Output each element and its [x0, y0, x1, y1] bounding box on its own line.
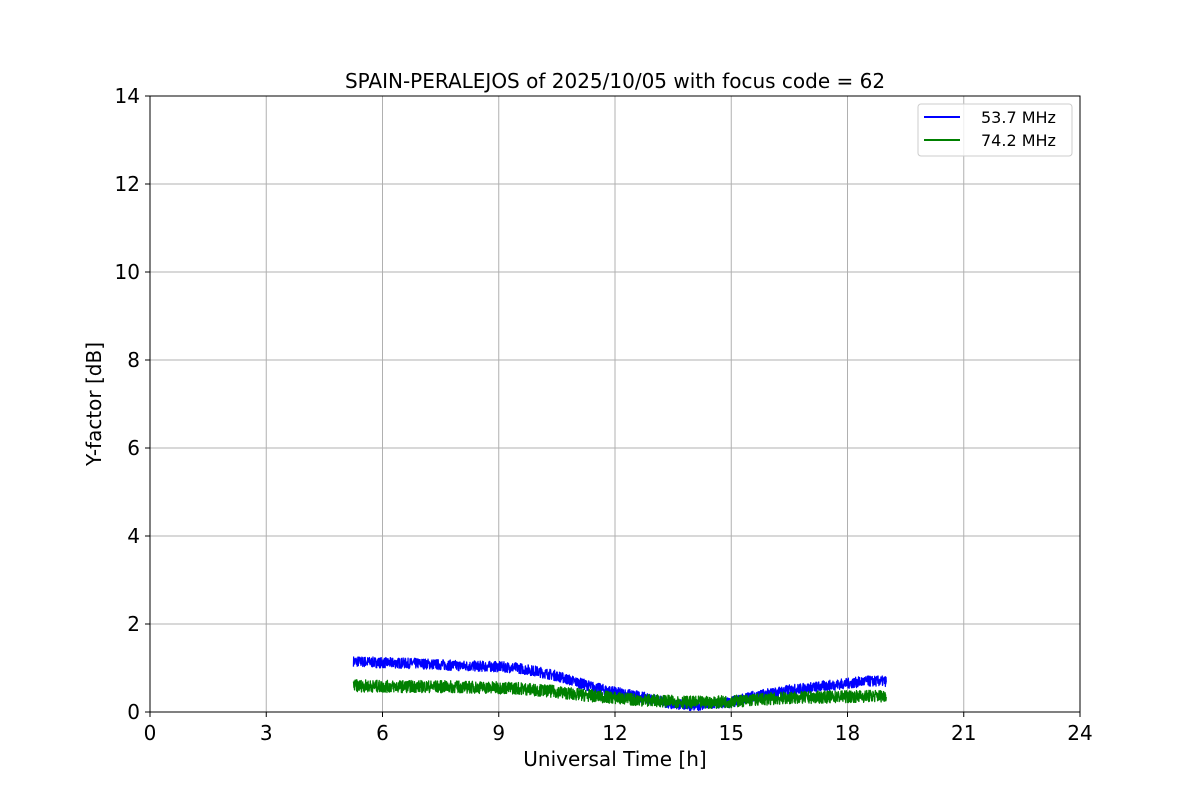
y-tick-label: 6 [127, 436, 140, 460]
x-axis-label: Universal Time [h] [523, 747, 706, 771]
y-tick-label: 8 [127, 348, 140, 372]
y-axis-label: Y-factor [dB] [82, 342, 106, 467]
grid [149, 95, 1081, 713]
chart-title: SPAIN-PERALEJOS of 2025/10/05 with focus… [345, 69, 885, 93]
x-tick-label: 6 [376, 721, 389, 745]
y-tick-label: 12 [115, 172, 140, 196]
y-tick-label: 0 [127, 700, 140, 724]
y-tick-label: 10 [115, 260, 140, 284]
plot-series [352, 656, 887, 712]
x-tick-label: 21 [951, 721, 976, 745]
y-tick-label: 14 [115, 84, 140, 108]
x-tick-label: 24 [1067, 721, 1092, 745]
series-line-74-2 [352, 678, 887, 709]
x-tick-label: 12 [602, 721, 627, 745]
legend-label-74-2: 74.2 MHz [981, 131, 1056, 150]
x-tick-label: 15 [719, 721, 744, 745]
x-tick-label: 0 [144, 721, 157, 745]
series-line-53-7 [352, 656, 887, 712]
x-tick-label: 3 [260, 721, 273, 745]
y-tick-label: 2 [127, 612, 140, 636]
x-tick-label: 18 [835, 721, 860, 745]
y-tick-label: 4 [127, 524, 140, 548]
x-tick-label: 9 [492, 721, 505, 745]
legend-label-53-7: 53.7 MHz [981, 108, 1056, 127]
legend: 53.7 MHz 74.2 MHz [917, 103, 1073, 157]
